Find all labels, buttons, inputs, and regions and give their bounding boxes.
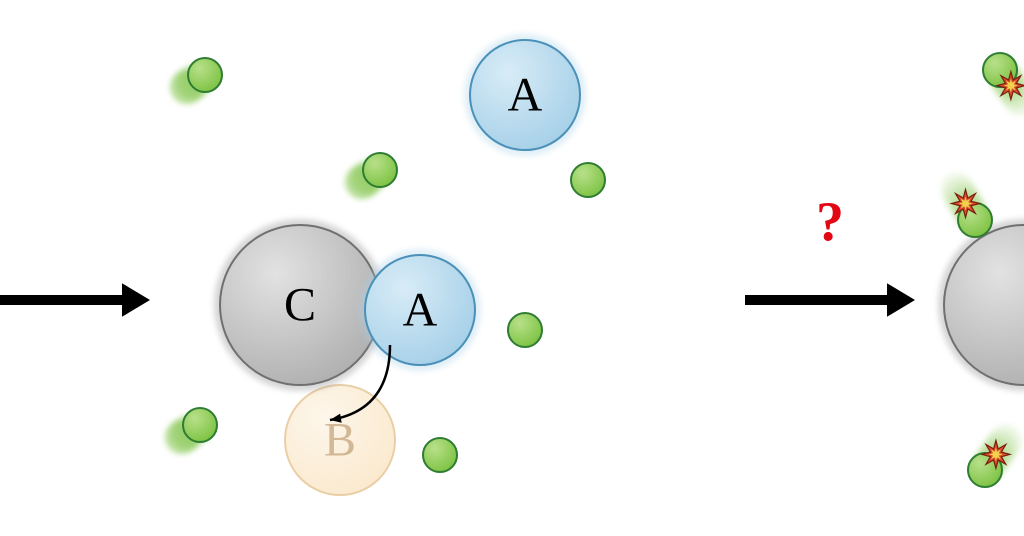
node-c-label: C	[284, 279, 316, 332]
green-particle	[571, 163, 605, 197]
node-a-top-label: A	[508, 69, 543, 122]
node-a-mid: A	[359, 249, 481, 371]
question-mark: ?	[816, 191, 844, 253]
green-particle	[508, 313, 542, 347]
arrow-right	[745, 283, 915, 317]
node-a-mid-label: A	[403, 284, 438, 337]
green-spark	[983, 53, 1024, 116]
green-spark	[941, 173, 993, 237]
green-spark	[968, 424, 1022, 487]
green-particle	[345, 153, 397, 199]
green-particle	[165, 408, 217, 454]
node-c-right	[938, 219, 1024, 391]
node-a-top: A	[464, 34, 586, 156]
arrow-left	[0, 283, 150, 317]
node-b: B	[285, 385, 395, 495]
green-particle	[170, 58, 222, 104]
green-particle	[423, 438, 457, 472]
